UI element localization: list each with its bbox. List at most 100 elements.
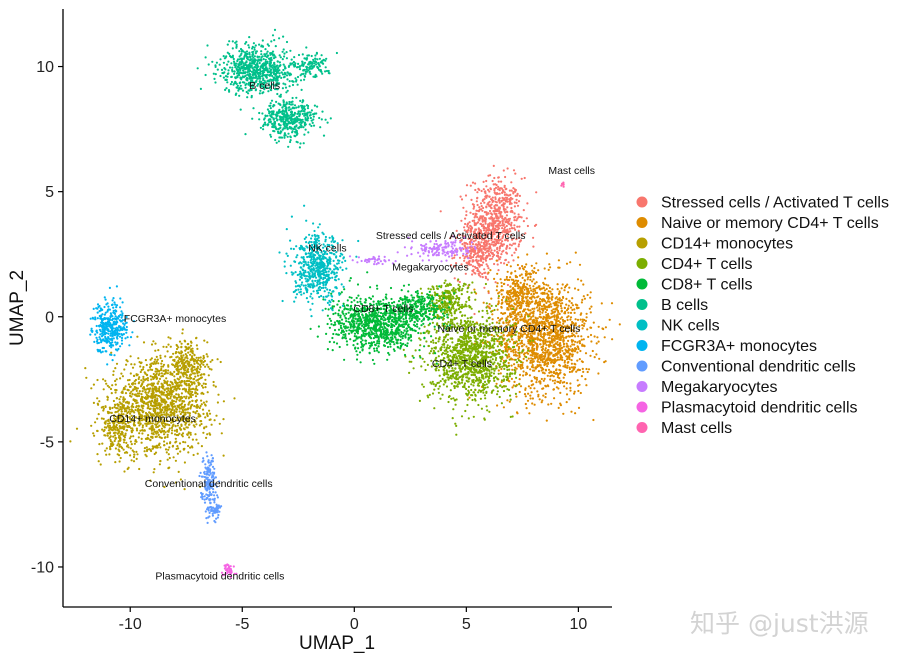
point [142,368,145,371]
point [571,355,574,358]
point [532,236,535,239]
point [166,350,169,353]
point [148,427,151,430]
point [469,211,472,214]
point [555,386,559,389]
point [464,217,467,220]
point [107,432,110,435]
point [190,368,193,371]
point [449,354,452,357]
point [194,395,198,398]
point [549,344,553,347]
point [540,305,544,308]
point [523,300,526,303]
point [144,396,147,399]
point [477,231,480,234]
point [126,360,129,363]
point [523,282,526,285]
point [479,258,482,261]
point [503,337,506,340]
point [552,348,555,351]
point [125,441,128,444]
point [542,281,545,284]
point [551,311,555,314]
point [562,332,565,335]
point [140,393,143,396]
point [198,371,201,374]
point [456,383,459,386]
point [163,433,166,436]
point [488,303,491,306]
point [558,297,561,300]
point [512,237,515,240]
point [195,356,198,359]
point [611,338,614,341]
point [538,361,541,364]
point [125,407,128,410]
point [112,435,115,438]
point [483,216,486,220]
point [195,379,198,382]
point [192,387,195,390]
point [546,328,549,332]
point [568,335,571,338]
point [190,383,193,386]
point [438,374,441,377]
point [498,212,501,215]
point [527,338,530,341]
point [483,394,486,397]
point [501,240,504,243]
point [565,355,568,358]
point [129,355,132,358]
point [547,362,550,365]
point [180,428,183,431]
point [130,431,133,434]
point [522,220,526,223]
point [565,349,568,353]
point [430,340,433,343]
point [145,455,148,458]
point [182,447,185,451]
point [479,255,482,258]
point [522,374,525,377]
point [487,231,490,234]
point [543,377,546,380]
point [114,447,117,450]
point [527,331,530,334]
point [180,345,183,348]
point [537,338,540,341]
point [500,380,503,384]
point [506,200,509,203]
point [501,289,504,292]
point [474,393,477,396]
point [536,342,539,346]
point [187,431,190,435]
point [532,315,535,318]
point [491,350,495,353]
point [498,224,502,227]
point [205,400,208,403]
point [195,361,199,364]
point [518,267,521,270]
point [140,441,143,444]
point [450,235,453,238]
point [202,412,205,415]
point [176,377,179,380]
point [472,255,475,259]
point [539,297,542,300]
point [497,297,500,300]
point [500,302,503,305]
point [156,431,159,434]
point [577,368,580,371]
point [523,279,527,282]
point [84,367,87,370]
point [131,382,134,385]
point [136,387,139,390]
point [523,176,526,180]
point [206,363,209,366]
point [175,408,178,411]
point [451,257,454,260]
point [138,467,141,471]
point [507,361,510,365]
point [506,356,509,359]
